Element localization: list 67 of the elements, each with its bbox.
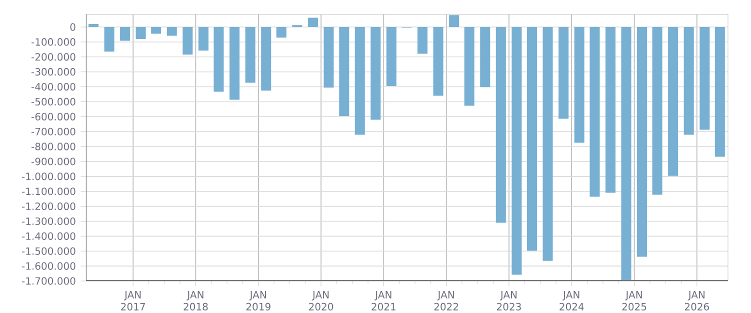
bar xyxy=(230,27,240,100)
y-tick-label: -1.100.000 xyxy=(22,188,76,196)
y-tick-label: -200.000 xyxy=(32,53,76,61)
bar xyxy=(104,27,114,52)
x-tick-label: JAN 2022 xyxy=(434,291,458,310)
bar xyxy=(480,27,490,88)
bar xyxy=(214,27,224,92)
y-tick-label: -500.000 xyxy=(32,98,76,106)
x-tick-label: JAN 2024 xyxy=(560,291,584,310)
bar xyxy=(449,15,460,28)
y-tick-label: 0 xyxy=(70,23,76,31)
bar xyxy=(354,27,365,135)
x-tick-label: JAN 2021 xyxy=(372,291,396,310)
bar xyxy=(120,27,130,41)
bar xyxy=(542,27,553,261)
bar xyxy=(512,27,522,275)
bar xyxy=(526,27,537,251)
bar xyxy=(136,27,146,39)
bar xyxy=(88,24,99,28)
x-tick-label: JAN 2023 xyxy=(496,291,521,310)
x-tick-label: JAN 2019 xyxy=(246,291,270,310)
bar xyxy=(652,27,662,195)
bar xyxy=(324,27,334,88)
bar xyxy=(370,27,381,120)
bar xyxy=(574,27,584,143)
y-tick-label: -300.000 xyxy=(32,68,76,76)
bar xyxy=(339,27,350,116)
y-tick-label: -1.600.000 xyxy=(22,262,76,270)
bar xyxy=(386,27,396,86)
y-tick-label: -900.000 xyxy=(32,158,76,166)
x-tick-label: JAN 2018 xyxy=(184,291,208,310)
bar xyxy=(668,27,678,176)
bar xyxy=(464,27,474,106)
y-tick-label: -1.700.000 xyxy=(22,277,76,285)
bar xyxy=(166,27,177,36)
bar xyxy=(684,27,694,135)
bar xyxy=(151,27,162,34)
bar xyxy=(714,27,725,157)
y-tick-label: -800.000 xyxy=(32,142,76,150)
y-tick-label: -100.000 xyxy=(32,38,76,46)
y-tick-label: -1.200.000 xyxy=(22,202,76,210)
bar xyxy=(245,27,256,83)
bar xyxy=(590,27,600,197)
bar xyxy=(182,27,193,55)
y-tick-label: -1.300.000 xyxy=(22,217,76,226)
bar xyxy=(198,27,208,51)
x-tick-label: JAN 2017 xyxy=(121,291,145,310)
bar xyxy=(621,27,632,281)
bar xyxy=(276,27,286,38)
bar xyxy=(558,27,569,119)
bar xyxy=(417,27,428,54)
bar xyxy=(636,27,648,257)
y-tick-label: -1.400.000 xyxy=(22,232,76,240)
bar xyxy=(496,27,506,223)
y-tick-label: -600.000 xyxy=(32,112,76,120)
bar xyxy=(605,27,616,193)
x-tick-label: JAN 2020 xyxy=(309,291,334,310)
bar xyxy=(261,27,272,91)
x-tick-label: JAN 2025 xyxy=(622,291,646,310)
y-tick-label: -1.000.000 xyxy=(22,172,76,180)
bar xyxy=(700,27,710,130)
x-tick-label: JAN 2026 xyxy=(684,291,710,310)
y-tick-label: -1.500.000 xyxy=(22,247,76,255)
bar xyxy=(433,27,444,96)
bar xyxy=(308,18,318,28)
y-tick-label: -400.000 xyxy=(32,82,76,91)
y-tick-label: -700.000 xyxy=(32,128,76,136)
